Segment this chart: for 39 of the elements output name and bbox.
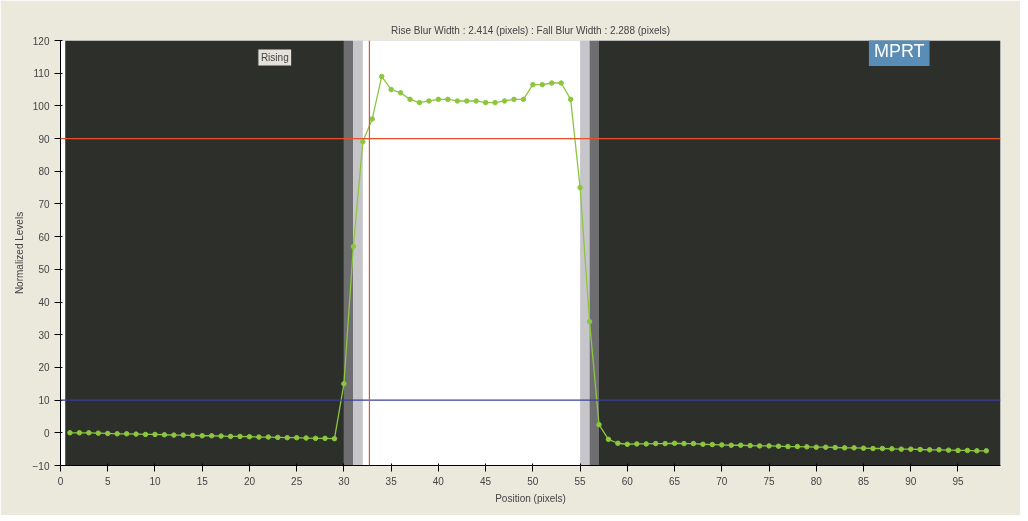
y-tick-label: 0	[43, 427, 50, 439]
y-tick-label: 60	[38, 231, 50, 243]
x-tick-label: 90	[905, 475, 917, 487]
x-tick-label: 15	[196, 475, 209, 487]
x-tick-label: 25	[291, 475, 303, 487]
x-tick-label: 85	[857, 475, 870, 487]
x-tick-label: 55	[574, 475, 587, 487]
y-tick-label: 30	[38, 329, 50, 341]
x-tick-label: 80	[810, 475, 823, 487]
y-tick-label: 10	[38, 395, 50, 407]
x-tick-label: 70	[716, 475, 728, 487]
annotation: Rising	[260, 52, 289, 63]
annotation: MPRT	[873, 41, 925, 61]
x-axis-title: Position (pixels)	[495, 492, 566, 504]
x-tick-label: 95	[952, 475, 964, 487]
x-tick-label: 65	[669, 475, 681, 487]
x-tick-label: 0	[57, 475, 64, 487]
x-tick-label: 10	[149, 475, 161, 487]
x-tick-label: 60	[621, 475, 634, 487]
y-tick-label: 120	[32, 35, 50, 47]
y-tick-label: 40	[38, 297, 50, 309]
y-axis-title: Normalized Levels	[13, 211, 25, 295]
y-tick-label: 100	[32, 100, 50, 112]
y-tick-label: 110	[33, 68, 50, 80]
x-tick-label: 35	[385, 475, 398, 487]
x-tick-label: 40	[432, 475, 445, 487]
y-tick-label: 80	[38, 166, 50, 178]
x-tick-label: 50	[527, 475, 539, 487]
x-tick-label: 30	[338, 475, 350, 487]
x-tick-label: 45	[480, 475, 492, 487]
y-tick-label: 50	[38, 264, 50, 276]
y-tick-label: 20	[38, 362, 50, 374]
y-tick-label: 90	[38, 133, 50, 145]
x-tick-label: 5	[104, 475, 111, 487]
x-tick-label: 75	[763, 475, 776, 487]
y-tick-label: −10	[32, 460, 50, 472]
y-tick-label: 70	[38, 198, 50, 210]
x-tick-label: 20	[243, 475, 256, 487]
chart-title: Rise Blur Width : 2.414 (pixels) : Fall Blur Width : 2.288 (pixels)	[391, 24, 670, 36]
